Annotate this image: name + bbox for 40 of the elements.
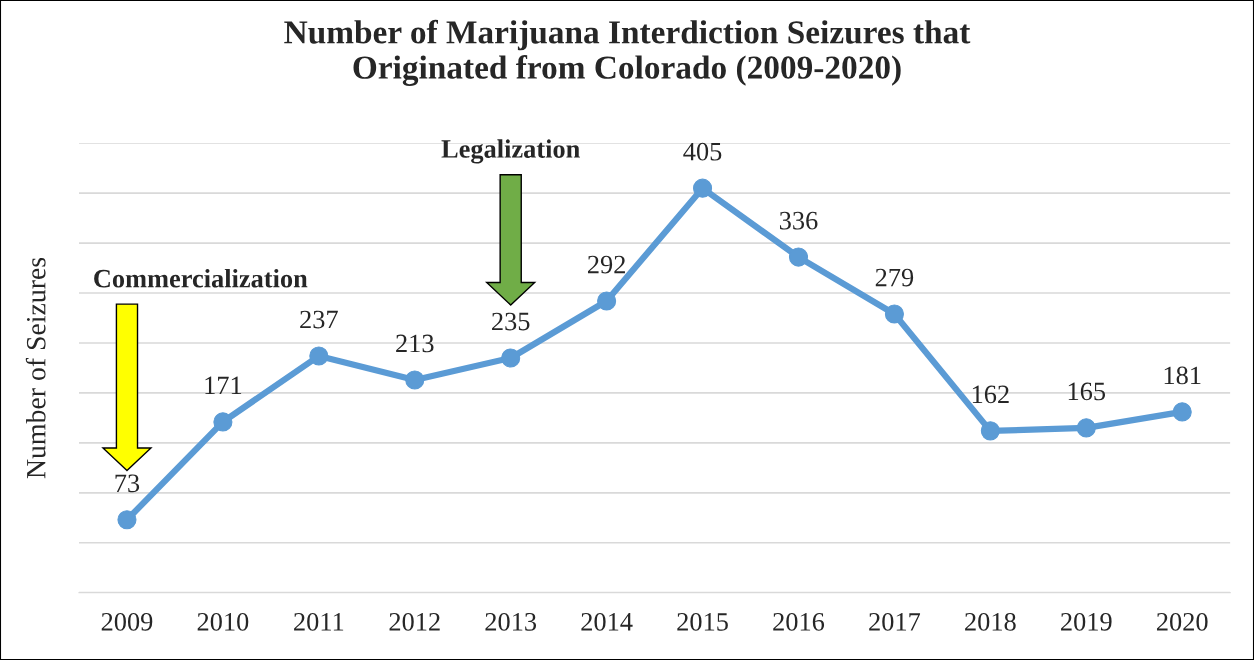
x-tick-label: 2014 <box>581 612 633 631</box>
data-label: 405 <box>683 142 722 161</box>
point <box>884 304 904 324</box>
point <box>501 348 521 368</box>
x-tick-label: 2019 <box>1061 612 1112 631</box>
data-label: 292 <box>587 255 625 274</box>
y-axis-title: Number of Seizures <box>25 257 46 479</box>
data-label: 73 <box>115 474 140 493</box>
point <box>1076 418 1096 438</box>
point <box>980 421 1000 441</box>
data-label: 336 <box>779 211 818 230</box>
data-label: 235 <box>492 312 530 331</box>
data-label: 162 <box>972 385 1009 404</box>
annotation: Commercialization <box>94 268 308 288</box>
data-label: 171 <box>205 376 242 395</box>
x-tick-label: 2011 <box>294 612 344 631</box>
x-tick-label: 2012 <box>389 612 440 631</box>
point <box>693 178 713 198</box>
x-tick-label: 2016 <box>773 612 825 631</box>
point <box>788 247 809 267</box>
chart-title: Number of Marijuana Interdiction Seizures that Originated from Colorado (2009-2020) <box>284 19 971 86</box>
annotation: Legalization <box>441 139 580 164</box>
data-label: 237 <box>300 310 338 329</box>
point <box>1172 402 1192 422</box>
data-label: 181 <box>1164 366 1201 385</box>
point <box>597 291 617 311</box>
data-label: 213 <box>396 334 434 353</box>
x-tick-label: 2020 <box>1156 612 1208 631</box>
x-tick-label: 2017 <box>869 612 921 631</box>
x-tick-label: 2015 <box>677 612 728 631</box>
data-label: 279 <box>875 268 914 287</box>
x-tick-label: 2018 <box>965 612 1016 631</box>
point <box>405 370 425 390</box>
point <box>213 412 233 432</box>
point <box>309 346 329 366</box>
x-tick-label: 2013 <box>485 612 537 631</box>
point <box>117 510 137 530</box>
data-label: 165 <box>1068 382 1106 401</box>
x-tick-label: 2010 <box>197 612 249 631</box>
x-tick-label: 2009 <box>101 612 153 631</box>
